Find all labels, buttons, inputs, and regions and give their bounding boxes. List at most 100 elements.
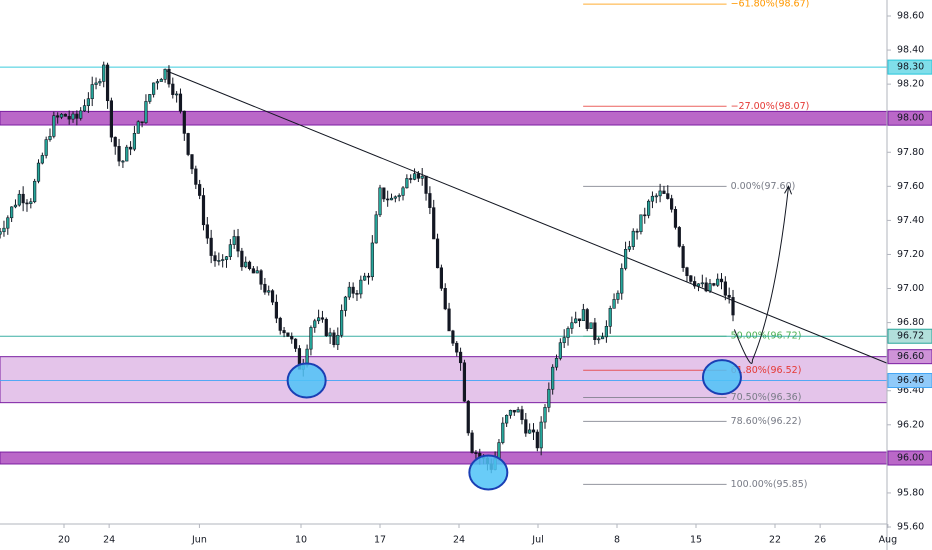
candle-body[interactable] — [554, 358, 559, 368]
candle-body[interactable] — [102, 64, 106, 82]
candle-body[interactable] — [52, 115, 56, 137]
candle-body[interactable] — [320, 317, 325, 320]
zone-0[interactable] — [0, 110, 888, 126]
candle-body[interactable] — [650, 195, 655, 202]
candle-body[interactable] — [627, 246, 632, 250]
candle-body[interactable] — [90, 84, 94, 100]
candle-body[interactable] — [136, 121, 140, 134]
candle-body[interactable] — [577, 318, 582, 322]
candle-body[interactable] — [439, 267, 443, 289]
candle-body[interactable] — [82, 105, 87, 112]
candle-body[interactable] — [451, 330, 455, 344]
candle-body[interactable] — [178, 93, 183, 112]
candle-body[interactable] — [217, 260, 221, 262]
candle-body[interactable] — [267, 290, 271, 293]
candle-body[interactable] — [347, 286, 351, 298]
candle-body[interactable] — [470, 432, 474, 453]
candle-body[interactable] — [236, 236, 240, 252]
candle-body[interactable] — [516, 409, 520, 413]
candle-body[interactable] — [144, 101, 148, 123]
candle-body[interactable] — [708, 283, 712, 292]
candle-body[interactable] — [443, 288, 447, 310]
candle-body[interactable] — [608, 308, 612, 327]
candle-body[interactable] — [428, 193, 432, 208]
candle-body[interactable] — [13, 204, 18, 208]
candle-body[interactable] — [378, 187, 382, 216]
candle-body[interactable] — [6, 217, 10, 229]
candle-body[interactable] — [63, 113, 67, 117]
candle-body[interactable] — [194, 168, 198, 185]
candle-body[interactable] — [109, 100, 113, 138]
candle-body[interactable] — [86, 98, 90, 106]
candle-body[interactable] — [324, 318, 328, 337]
candle-body[interactable] — [455, 342, 459, 353]
candle-body[interactable] — [244, 261, 248, 268]
candle-body[interactable] — [98, 81, 102, 84]
candle-body[interactable] — [167, 68, 171, 85]
candle-body[interactable] — [213, 255, 217, 262]
candle-body[interactable] — [343, 296, 348, 311]
candle-body[interactable] — [36, 162, 41, 182]
candle-body[interactable] — [56, 115, 60, 118]
candle-body[interactable] — [228, 244, 232, 257]
candle-body[interactable] — [255, 270, 259, 274]
candle-body[interactable] — [727, 294, 731, 298]
candle-body[interactable] — [696, 283, 701, 287]
candle-body[interactable] — [719, 278, 724, 283]
candle-body[interactable] — [155, 81, 160, 84]
candle-body[interactable] — [270, 290, 275, 303]
candle-body[interactable] — [681, 246, 685, 268]
candle-body[interactable] — [171, 83, 175, 95]
candle-body[interactable] — [623, 249, 628, 269]
candle-body[interactable] — [59, 113, 64, 118]
candle-body[interactable] — [0, 231, 2, 235]
marker-circle[interactable] — [468, 454, 509, 491]
candle-body[interactable] — [731, 297, 735, 316]
candle-body[interactable] — [654, 195, 658, 198]
candle-body[interactable] — [224, 256, 229, 260]
candle-body[interactable] — [716, 278, 720, 286]
candle-body[interactable] — [263, 283, 267, 293]
candle-body[interactable] — [186, 133, 190, 155]
candle-body[interactable] — [693, 281, 697, 287]
candle-body[interactable] — [10, 206, 14, 219]
candle-body[interactable] — [646, 200, 651, 216]
candle-body[interactable] — [435, 238, 440, 269]
candle-body[interactable] — [597, 338, 601, 341]
candle-body[interactable] — [132, 133, 137, 150]
candle-body[interactable] — [190, 154, 194, 170]
candle-body[interactable] — [175, 93, 179, 96]
candle-body[interactable] — [152, 82, 156, 95]
candle-body[interactable] — [209, 237, 213, 256]
candle-body[interactable] — [585, 309, 589, 329]
candle-body[interactable] — [2, 227, 6, 233]
candle-body[interactable] — [505, 414, 509, 424]
candle-body[interactable] — [163, 68, 167, 80]
candle-body[interactable] — [501, 422, 505, 443]
candle-body[interactable] — [125, 146, 129, 162]
candle-body[interactable] — [401, 187, 405, 196]
candle-body[interactable] — [677, 227, 681, 247]
candle-body[interactable] — [405, 178, 409, 189]
candle-body[interactable] — [412, 173, 417, 180]
candle-body[interactable] — [420, 175, 424, 179]
zone-2[interactable] — [0, 451, 888, 465]
candle-body[interactable] — [547, 388, 551, 408]
candle-body[interactable] — [528, 429, 532, 434]
candle-body[interactable] — [447, 308, 451, 332]
candle-body[interactable] — [689, 275, 693, 282]
candle-body[interactable] — [673, 209, 678, 228]
candle-body[interactable] — [424, 175, 428, 194]
candle-body[interactable] — [462, 362, 467, 402]
candle-body[interactable] — [21, 193, 25, 204]
candle-body[interactable] — [363, 275, 367, 281]
candle-body[interactable] — [723, 281, 727, 296]
candle-body[interactable] — [201, 195, 206, 226]
candle-body[interactable] — [570, 322, 574, 329]
candle-body[interactable] — [29, 201, 33, 204]
candle-body[interactable] — [79, 110, 83, 119]
candle-body[interactable] — [704, 282, 708, 292]
candle-body[interactable] — [543, 407, 547, 423]
candle-body[interactable] — [386, 198, 390, 201]
candle-body[interactable] — [247, 261, 252, 269]
